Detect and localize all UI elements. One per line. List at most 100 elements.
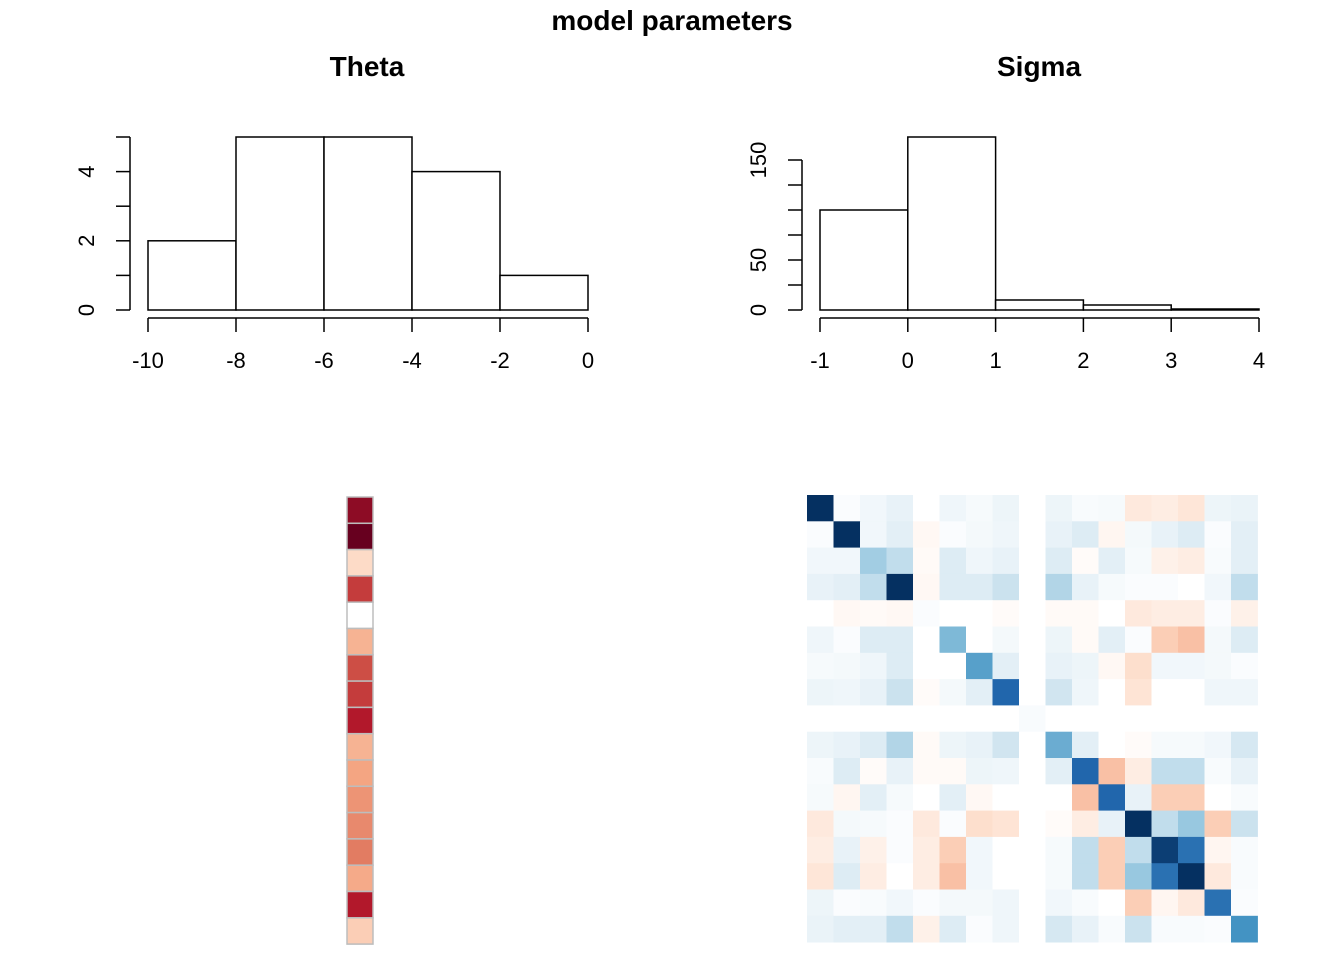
theta-heatmap-cell [346,627,374,656]
theta-heatmap-cell [346,917,374,945]
sigma-heatmap-cell [913,889,940,917]
sigma-heatmap-cell [886,573,914,601]
sigma-heatmap-cell [886,810,914,838]
sigma-heatmap-cell [1125,547,1152,575]
sigma-heatmap-cell [913,573,940,601]
sigma-heatmap-cell [1072,758,1099,785]
sigma-heatmap-cell [1098,521,1126,548]
theta-heatmap-cell [346,706,374,735]
sigma-heatmap-cell [1204,521,1232,548]
sigma-heatmap-cell [1072,600,1099,627]
sigma-heatmap-cell [1178,863,1205,890]
sigma-heatmap-cell [1204,626,1232,654]
sigma-heatmap-cell [1072,863,1099,890]
sigma-heatmap-cell [807,863,834,890]
sigma-heatmap-cell [1072,705,1099,733]
sigma-heatmap-cell [913,547,940,575]
sigma-heatmap-cell [939,626,967,654]
sigma-heatmap-cell [1204,573,1232,601]
sigma-heatmap-cell [1125,679,1152,706]
sigma-heatmap-cell [860,705,887,733]
sigma-heatmap-cell [1178,889,1205,917]
sigma-heatmap-cell [1125,600,1152,627]
sigma-heatmap-cell [807,915,834,943]
sigma-heatmap-cell [1231,626,1258,654]
sigma-heatmap-cell [860,863,887,890]
sigma-heatmap-cell [939,889,967,917]
theta-bar [235,136,325,311]
sigma-heatmap-cell [992,573,1020,601]
figure-title: model parameters [551,5,792,36]
sigma-heatmap-cell [1178,573,1205,601]
sigma-heatmap-cell [1178,731,1205,759]
sigma-heatmap-cell [913,784,940,811]
sigma-heatmap-cell [939,810,967,838]
sigma-heatmap-cell [939,915,967,943]
sigma-heatmap-cell [1072,889,1099,917]
sigma-heatmap-cell [992,626,1020,654]
theta-heatmap [346,496,374,945]
sigma-heatmap-cell [860,521,887,548]
sigma-heatmap-cell [1045,573,1073,601]
sigma-heatmap-cell [913,810,940,838]
sigma-heatmap-cell [833,573,861,601]
sigma-heatmap-cell [1231,784,1258,811]
sigma-heatmap-cell [1151,679,1179,706]
sigma-heatmap-cell [1178,679,1205,706]
sigma-heatmap-cell [833,810,861,838]
sigma-heatmap-cell [886,652,914,680]
sigma-heatmap-cell [886,915,914,943]
sigma-heatmap-cell [1019,810,1046,838]
sigma-y-tick-label: 50 [746,248,771,272]
sigma-heatmap-cell [939,679,967,706]
sigma-heatmap-cell [966,784,993,811]
sigma-heatmap-cell [1098,758,1126,785]
sigma-heatmap-cell [1151,705,1179,733]
sigma-heatmap-cell [1231,521,1258,548]
sigma-heatmap-cell [833,784,861,811]
sigma-heatmap-cell [1204,915,1232,943]
sigma-heatmap-cell [1019,679,1046,706]
sigma-heatmap-cell [939,495,967,522]
sigma-x-tick-label: -1 [810,348,830,373]
theta-heatmap-cell [346,732,374,761]
sigma-heatmap-cell [1045,915,1073,943]
sigma-heatmap-cell [1098,836,1126,864]
sigma-heatmap-cell [939,731,967,759]
sigma-heatmap-cell [1204,679,1232,706]
sigma-heatmap-cell [1125,521,1152,548]
theta-title: Theta [330,51,405,82]
sigma-heatmap-cell [913,495,940,522]
sigma-heatmap-cell [1178,705,1205,733]
sigma-heatmap-cell [992,731,1020,759]
sigma-heatmap-cell [913,731,940,759]
sigma-heatmap-cell [807,652,834,680]
sigma-heatmap-cell [886,679,914,706]
sigma-heatmap-cell [1204,495,1232,522]
sigma-heatmap-cell [886,600,914,627]
sigma-heatmap-cell [886,889,914,917]
sigma-heatmap-cell [1019,889,1046,917]
theta-heatmap-cell [346,811,374,840]
theta-heatmap-cell [346,496,374,525]
sigma-heatmap-cell [966,600,993,627]
sigma-heatmap-cell [939,652,967,680]
sigma-heatmap-cell [1204,889,1232,917]
sigma-heatmap-cell [1231,652,1258,680]
sigma-heatmap-cell [913,652,940,680]
sigma-heatmap-cell [966,731,993,759]
sigma-heatmap-cell [1231,705,1258,733]
sigma-heatmap-cell [860,547,887,575]
sigma-heatmap-cell [886,758,914,785]
sigma-heatmap-cell [966,495,993,522]
theta-heatmap-cell [346,759,374,788]
sigma-heatmap [807,495,1258,943]
sigma-heatmap-cell [1204,863,1232,890]
sigma-heatmap-cell [1125,784,1152,811]
sigma-heatmap-cell [860,731,887,759]
sigma-heatmap-cell [1098,547,1126,575]
sigma-heatmap-cell [913,863,940,890]
sigma-heatmap-cell [1151,521,1179,548]
sigma-heatmap-cell [1045,626,1073,654]
sigma-heatmap-cell [966,836,993,864]
